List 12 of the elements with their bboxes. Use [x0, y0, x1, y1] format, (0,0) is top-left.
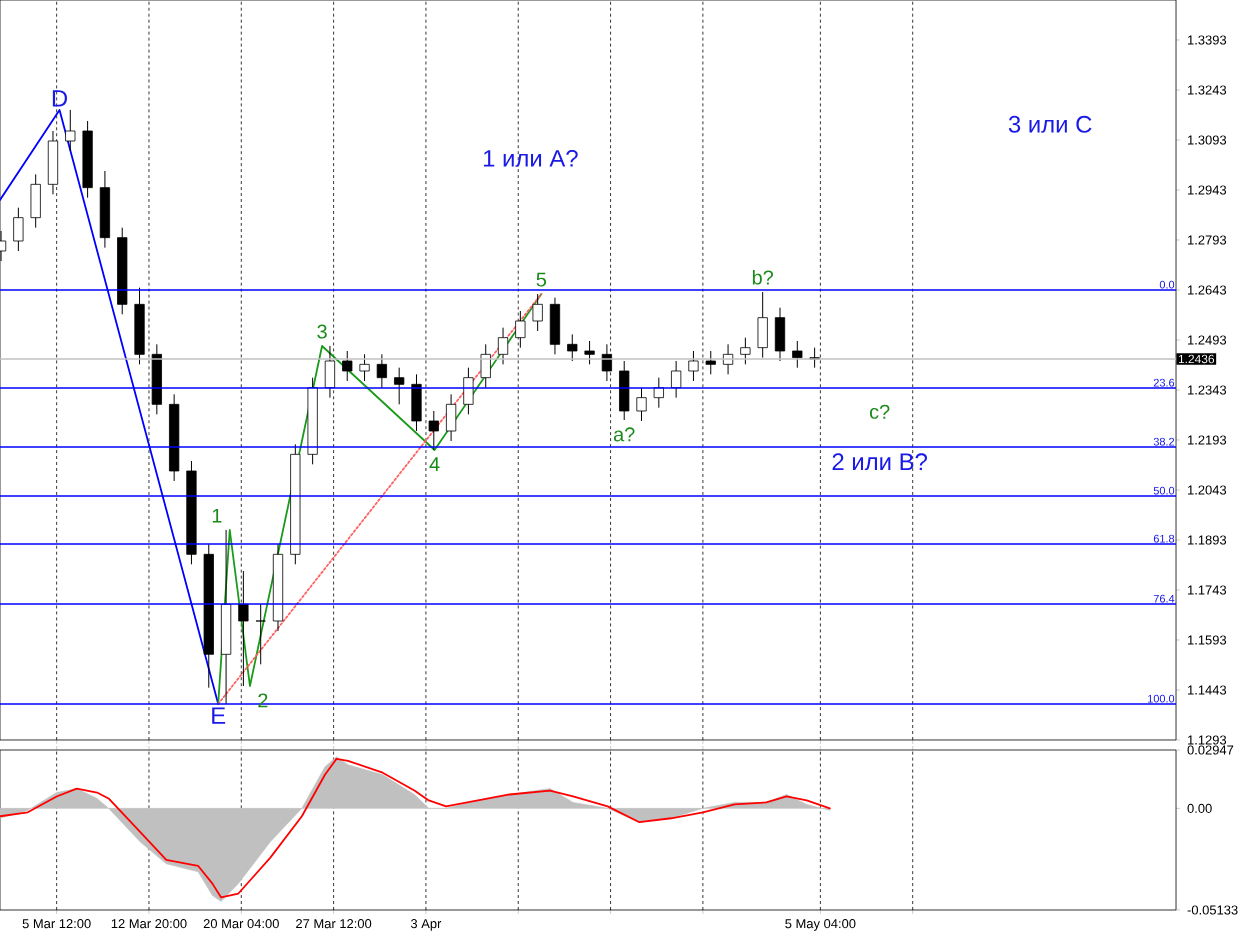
- annotation: 1: [212, 508, 222, 523]
- annotation: E: [212, 707, 226, 724]
- annotation: 3 или C: [1008, 115, 1092, 133]
- annotation: 5: [536, 272, 547, 287]
- annotation: 3: [317, 324, 327, 339]
- annotation: 4: [429, 457, 440, 472]
- annotation: D: [52, 90, 68, 107]
- annotation: 1 или A?: [483, 149, 578, 167]
- annotation: b?: [752, 269, 774, 285]
- annotation: a?: [613, 427, 635, 442]
- annotation: c?: [869, 404, 890, 419]
- annotation: 2 или B?: [832, 453, 927, 471]
